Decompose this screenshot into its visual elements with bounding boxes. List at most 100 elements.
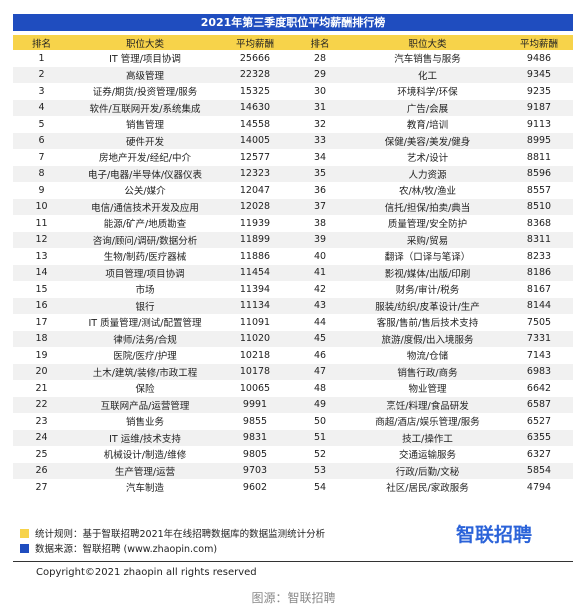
table-cell: 软件/互联网开发/系统集成 [70, 99, 220, 116]
header-cell: 排名 [13, 35, 70, 50]
table-cell: 48 [313, 382, 327, 394]
table-cell: 11091 [239, 316, 271, 328]
note: 数据来源：智联招聘 (www.zhaopin.com) [20, 541, 217, 555]
table-cell: 8995 [505, 132, 573, 149]
table-cell: 硬件开发 [70, 132, 220, 149]
table-cell: 7143 [526, 349, 552, 361]
header-cell: 职位大类 [70, 35, 220, 50]
table-row: 20 土木/建筑/装修/市政工程 10178 47 销售行政/商务 6983 [13, 363, 573, 380]
table-cell: 6 [13, 132, 70, 149]
table-cell: 12323 [220, 165, 290, 182]
table-cell: 12577 [239, 151, 271, 163]
table-cell: 物业管理 [408, 384, 447, 396]
table-cell: 10218 [239, 349, 271, 361]
table-cell: 广告/会展 [350, 99, 505, 116]
table-cell: IT 质量管理/测试/配置管理 [88, 318, 202, 330]
table-cell: 汽车制造 [125, 483, 164, 495]
table-cell: 8144 [505, 297, 573, 314]
table-cell: 9187 [505, 99, 573, 116]
header-row: 排名 职位大类 平均薪酬 排名 职位大类 平均薪酬 [13, 35, 573, 50]
table-cell: 8167 [526, 283, 552, 295]
table-cell: 12 [13, 231, 70, 248]
table-cell: 采购/贸易 [350, 231, 505, 248]
table-cell: 30 [313, 85, 327, 97]
table-cell: 18 [13, 330, 70, 347]
table-cell: 销售管理 [125, 120, 164, 132]
table-cell: 14005 [220, 132, 290, 149]
table-cell: 8557 [526, 184, 552, 196]
table-cell: 8596 [505, 165, 573, 182]
table-cell: 电信/通信技术开发及应用 [70, 198, 220, 215]
table-cell: 教育/培训 [406, 120, 449, 132]
table-cell: 11134 [220, 297, 290, 314]
table-cell: 能源/矿产/地质勘查 [103, 219, 187, 231]
table-cell: 9 [38, 184, 45, 196]
table-cell: 9703 [220, 462, 290, 479]
table-cell: 项目管理/项目协调 [70, 264, 220, 281]
table-cell: 翻译（口译与笔译） [384, 252, 471, 264]
table-row: 14 项目管理/项目协调 11454 41 影视/媒体/出版/印刷 8186 [13, 264, 573, 281]
table-cell: 8311 [505, 231, 573, 248]
table-row: 2 高级管理 22328 29 化工 9345 [13, 66, 573, 83]
table-cell: 行政/后勤/文秘 [350, 462, 505, 479]
table-cell: 41 [290, 264, 350, 281]
table-row: 6 硬件开发 14005 33 保健/美容/美发/健身 8995 [13, 132, 573, 149]
table-cell: 11886 [239, 250, 271, 262]
caption: 图源：智联招聘 [251, 591, 336, 605]
table-cell: 保险 [135, 384, 155, 396]
table-cell: 11 [35, 217, 48, 229]
table-cell: 23 [35, 415, 48, 427]
table-cell: 12047 [239, 184, 271, 196]
table-cell: 29 [290, 66, 350, 83]
table-cell: 生产管理/运营 [70, 462, 220, 479]
table-row: 24 IT 运维/技术支持 9831 51 技工/操作工 6355 [13, 429, 573, 446]
note: 统计规则：基于智联招聘2021年在线招聘数据库的数据监测统计分析 [20, 526, 325, 540]
table-cell: 33 [290, 132, 350, 149]
table-cell: 咨询/顾问/调研/数据分析 [70, 231, 220, 248]
table-cell: 机械设计/制造/维修 [103, 450, 187, 462]
table-cell: 保健/美容/美发/健身 [350, 132, 505, 149]
note-text: 统计规则：基于智联招聘2021年在线招聘数据库的数据监测统计分析 [35, 529, 326, 540]
table-cell: IT 运维/技术支持 [70, 429, 220, 446]
table-cell: 27 [35, 481, 48, 493]
table-cell: 8 [13, 165, 70, 182]
table-cell: 21 [35, 382, 48, 394]
table-cell: 28 [313, 52, 327, 64]
logo: 智联招聘 [456, 524, 533, 546]
salary-table: 排名 职位大类 平均薪酬 排名 职位大类 平均薪酬 1 IT 管理/项目协调 25666 28 汽… [13, 35, 573, 496]
table-cell: 汽车销售与服务 [394, 54, 461, 66]
table-cell: 9855 [242, 415, 268, 427]
table-cell: 电子/电器/半导体/仪器仪表 [70, 165, 220, 182]
table-cell: 生物/制药/医疗器械 [103, 252, 187, 264]
table-cell: 财务/审计/税务 [395, 285, 460, 297]
table-cell: 8233 [526, 250, 552, 262]
table-row: 1 IT 管理/项目协调 25666 28 汽车销售与服务 9486 [13, 50, 573, 67]
table-cell: 9602 [242, 481, 268, 493]
table-row: 7 房地产开发/经纪/中介 12577 34 艺术/设计 8811 [13, 149, 573, 166]
table-cell: 4794 [526, 481, 552, 493]
table-cell: 9991 [220, 396, 290, 413]
table-row: 12 咨询/顾问/调研/数据分析 11899 39 采购/贸易 8311 [13, 231, 573, 248]
table-row: 25 机械设计/制造/维修 9805 52 交通运输服务 6327 [13, 446, 573, 463]
note-text: 数据来源：智联招聘 (www.zhaopin.com) [35, 544, 218, 555]
table-cell: 影视/媒体/出版/印刷 [350, 264, 505, 281]
table-cell: 15 [35, 283, 48, 295]
table-cell: 信托/担保/拍卖/典当 [350, 198, 505, 215]
table-cell: 45 [290, 330, 350, 347]
table-cell: 技工/操作工 [350, 429, 505, 446]
table-cell: 25 [35, 448, 48, 460]
table-cell: 25666 [239, 52, 271, 64]
header-cell: 平均薪酬 [505, 35, 573, 50]
table-row: 16 银行 11134 43 服装/纺织/皮革设计/生产 8144 [13, 297, 573, 314]
legend-square [20, 544, 29, 553]
table-cell: 2 [13, 66, 70, 83]
table-cell: 6355 [505, 429, 573, 446]
table-cell: 22328 [220, 66, 290, 83]
table-cell: 人力资源 [350, 165, 505, 182]
table-cell: 7505 [526, 316, 552, 328]
table-cell: 54 [313, 481, 327, 493]
table-cell: 公关/媒介 [124, 186, 166, 198]
table-cell: 6327 [526, 448, 552, 460]
table-cell: 烹饪/料理/食品研发 [350, 396, 505, 413]
table-cell: 11454 [220, 264, 290, 281]
